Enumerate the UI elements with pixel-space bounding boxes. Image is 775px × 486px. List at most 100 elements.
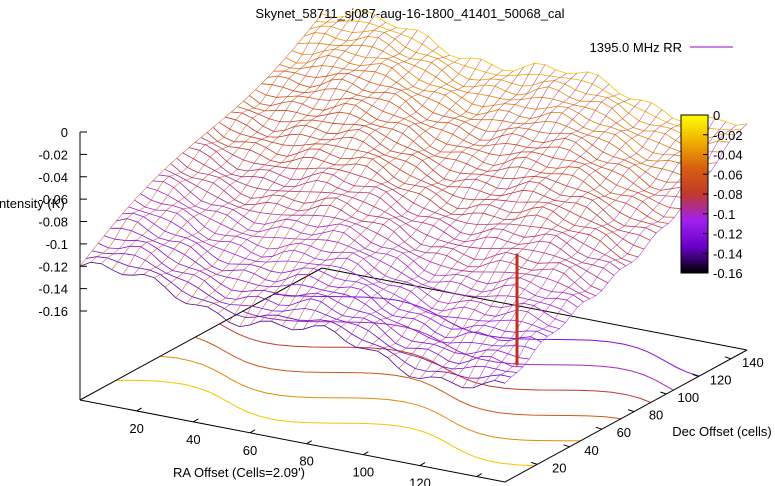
mesh-line [409, 102, 652, 377]
z-axis-label: Intensity (K) [0, 196, 65, 211]
x-tick-label: 100 [352, 465, 374, 480]
x-tick [419, 462, 426, 467]
axes-box [79, 132, 748, 483]
mesh-line [186, 36, 429, 304]
colorbar-tick-label: -0.08 [713, 187, 743, 202]
mesh-line [143, 22, 386, 275]
y-axis-ticks: 20 40 60 80 100 120 140 [531, 355, 764, 475]
mesh-line [419, 109, 663, 379]
z-tick-label: -0.02 [38, 147, 68, 162]
mesh-line [313, 69, 557, 327]
mesh-line [79, 13, 323, 267]
contour-line [219, 323, 651, 403]
mesh-line [249, 95, 675, 218]
z-tick-label: -0.12 [38, 259, 68, 274]
mesh-line [387, 98, 631, 359]
mesh-line [321, 10, 748, 126]
colorbar-tick-label: -0.06 [713, 167, 743, 182]
mesh-line [292, 63, 535, 331]
colorbar-tick-label: -0.14 [713, 246, 743, 261]
x-tick-label: 20 [129, 421, 143, 436]
x-tick [193, 418, 199, 423]
contour-line [160, 355, 581, 442]
mesh-line [334, 72, 578, 333]
back-left-edge [79, 267, 323, 401]
contour-line [116, 379, 535, 467]
mesh-line [441, 122, 684, 378]
y-tick-label: 140 [742, 355, 764, 370]
colorbar-tick-label: -0.02 [713, 128, 743, 143]
mesh-line [430, 117, 673, 378]
mesh-line [249, 64, 493, 326]
mesh-line [175, 30, 418, 298]
colorbar-tick-label: -0.16 [713, 266, 743, 281]
x-tick-label: 120 [409, 476, 431, 486]
legend-label: 1395.0 MHz RR [590, 40, 682, 55]
z-tick-label: -0.06 [38, 192, 68, 207]
y-tick [563, 444, 570, 448]
x-tick-label: 60 [243, 443, 257, 458]
mesh-line [302, 64, 546, 330]
mesh-line [315, 20, 742, 131]
mesh-line [345, 71, 588, 342]
contour-line [194, 336, 622, 420]
x-tick [363, 451, 369, 456]
y-tick-label: 40 [584, 443, 598, 458]
mesh-line [271, 70, 514, 322]
mesh-line [217, 58, 461, 314]
y-tick-label: 20 [552, 460, 566, 475]
z-tick-label: -0.04 [38, 170, 68, 185]
x-tick-label: 80 [299, 454, 313, 469]
y-tick [531, 461, 538, 465]
colorbar-tick-label: 0 [713, 108, 720, 123]
y-tick-label: 80 [649, 408, 663, 423]
mesh-line [207, 54, 450, 308]
mesh-line [356, 75, 599, 348]
mesh-line [398, 99, 642, 369]
mesh-line [366, 83, 610, 350]
mesh-line [377, 93, 620, 352]
contour-line [274, 293, 700, 377]
chart-title: Skynet_58711_sj087-aug-16-1800_41401_500… [255, 6, 564, 21]
y-tick [595, 426, 602, 430]
y-tick [692, 373, 699, 377]
z-tick-label: 0 [61, 125, 68, 140]
y-tick [724, 356, 732, 360]
x-axis-line [79, 399, 506, 483]
mesh-line [90, 17, 333, 263]
z-tick-label: -0.16 [38, 304, 68, 319]
mesh-line [132, 14, 376, 276]
z-axis-ticks: 0 -0.02 -0.04 -0.06 -0.08 -0.1 -0.12 -0.14 -0.16 [38, 125, 87, 319]
mesh-line [98, 242, 524, 368]
y-tick-label: 100 [677, 390, 699, 405]
surface-mesh [79, 10, 748, 389]
z-tick-label: -0.1 [46, 237, 68, 252]
mesh-line [451, 120, 695, 383]
contour-line [242, 310, 674, 391]
y-tick [627, 409, 635, 413]
mesh-line [237, 106, 663, 229]
mesh-line [111, 12, 355, 270]
x-tick [249, 429, 256, 434]
mesh-line [281, 66, 525, 326]
contour-lines [116, 293, 700, 467]
x-tick [136, 407, 142, 412]
x-tick-label: 40 [186, 432, 200, 447]
mesh-line [164, 28, 408, 288]
z-tick-label: -0.08 [38, 215, 68, 230]
mesh-line [122, 10, 365, 275]
back-right-edge [321, 267, 748, 351]
y-axis-line [504, 349, 748, 483]
x-axis-label: RA Offset (Cells=2.09') [173, 465, 305, 480]
mesh-line [324, 73, 567, 326]
colorbar-tick-label: -0.12 [713, 227, 743, 242]
y-tick-label: 120 [710, 372, 732, 387]
mesh-line [472, 117, 716, 389]
mesh-line [462, 117, 705, 388]
colorbar-tick-label: -0.1 [713, 207, 735, 222]
mesh-line [273, 70, 699, 184]
z-tick-label: -0.14 [38, 282, 68, 297]
y-tick [660, 391, 667, 395]
